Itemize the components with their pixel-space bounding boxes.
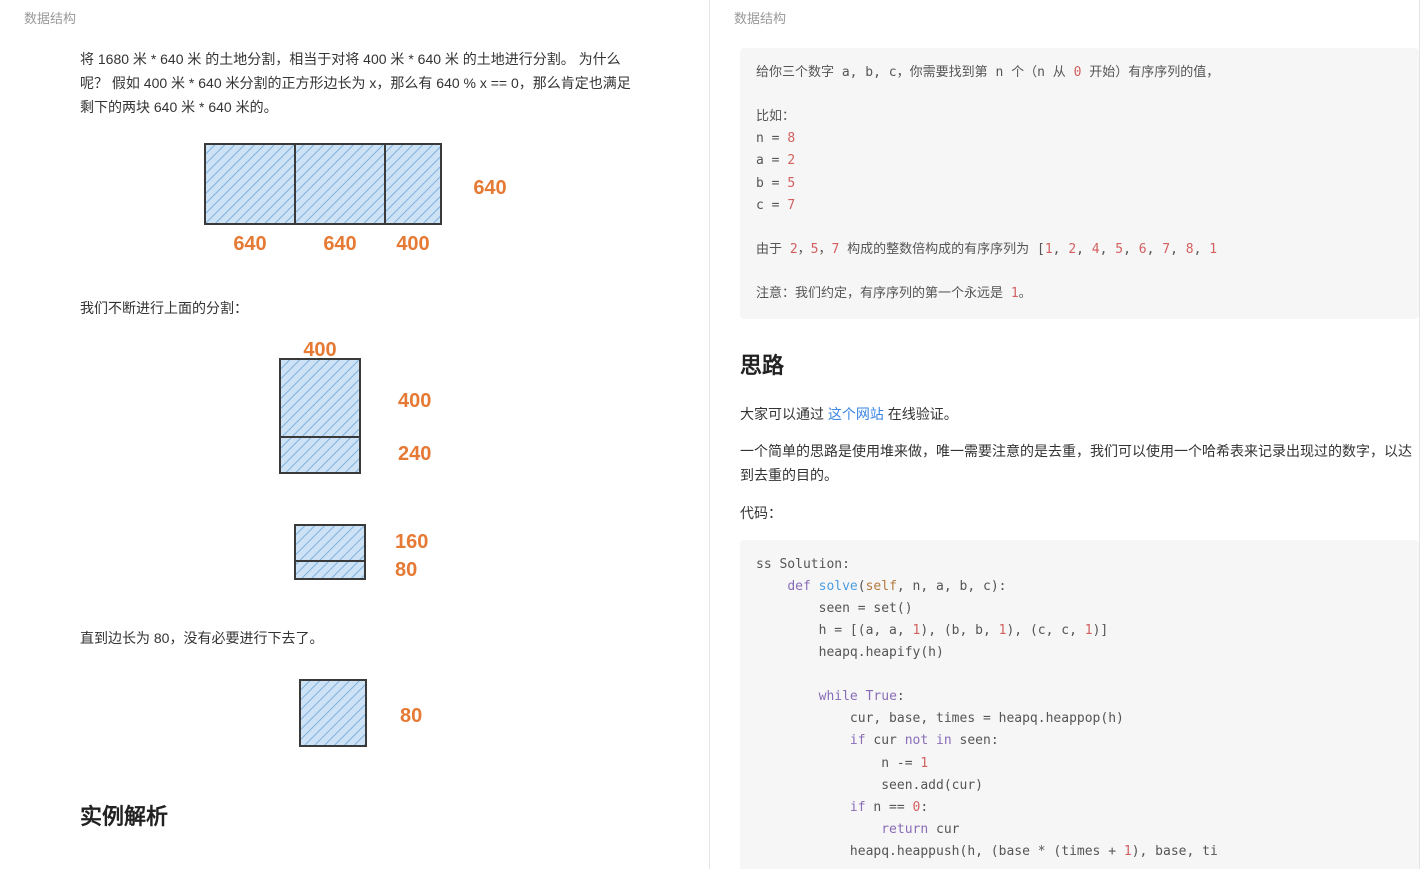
svg-text:400: 400: [303, 341, 336, 361]
left-paragraph-3: 直到边长为 80，没有必要进行下去了。: [80, 627, 639, 651]
svg-text:80: 80: [395, 559, 417, 581]
svg-text:400: 400: [398, 390, 431, 412]
verify-website-link[interactable]: 这个网站: [828, 406, 884, 422]
heading-problem-description: 题目描述: [80, 864, 639, 869]
heading-example-analysis: 实例解析: [80, 798, 639, 835]
svg-text:80: 80: [400, 705, 422, 727]
right-paragraph-2: 一个简单的思路是使用堆来做，唯一需要注意的是去重，我们可以使用一个哈希表来记录出…: [740, 440, 1419, 488]
svg-text:640: 640: [473, 177, 506, 199]
right-paragraph-1: 大家可以通过 这个网站 在线验证。: [740, 403, 1419, 427]
right-content: 给你三个数字 a, b, c，你需要找到第 n 个（n 从 0 开始）有序序列的…: [710, 38, 1419, 869]
right-pane: 数据结构 给你三个数字 a, b, c，你需要找到第 n 个（n 从 0 开始）…: [710, 0, 1420, 869]
diagram-1-svg: 640 640 400 640: [195, 139, 525, 259]
left-header: 数据结构: [0, 0, 709, 38]
right-p1-after: 在线验证。: [884, 406, 958, 422]
svg-text:400: 400: [396, 233, 429, 255]
left-paragraph-2: 我们不断进行上面的分割：: [80, 297, 639, 321]
right-p1-before: 大家可以通过: [740, 406, 828, 422]
diagram-4: 80: [80, 670, 639, 768]
left-paragraph-1: 将 1680 米 * 640 米 的土地分割，相当于对将 400 米 * 640…: [80, 48, 639, 119]
left-pane: 数据结构 将 1680 米 * 640 米 的土地分割，相当于对将 400 米 …: [0, 0, 710, 869]
svg-text:240: 240: [398, 443, 431, 465]
solution-code: ss Solution: def solve(self, n, a, b, c)…: [740, 540, 1419, 869]
diagram-3-svg: 160 80: [275, 519, 445, 589]
diagram-3: 160 80: [80, 519, 639, 597]
left-content: 将 1680 米 * 640 米 的土地分割，相当于对将 400 米 * 640…: [0, 38, 709, 869]
right-paragraph-3: 代码：: [740, 502, 1419, 526]
diagram-1: 640 640 400 640: [80, 139, 639, 267]
svg-text:640: 640: [323, 233, 356, 255]
svg-text:640: 640: [233, 233, 266, 255]
diagram-2: 400 400 240: [80, 341, 639, 489]
right-header: 数据结构: [710, 0, 1419, 38]
heading-approach: 思路: [740, 347, 1419, 384]
problem-statement-code: 给你三个数字 a, b, c，你需要找到第 n 个（n 从 0 开始）有序序列的…: [740, 48, 1419, 319]
diagram-4-svg: 80: [275, 670, 445, 760]
svg-text:160: 160: [395, 531, 428, 553]
diagram-2-svg: 400 400 240: [260, 341, 460, 481]
